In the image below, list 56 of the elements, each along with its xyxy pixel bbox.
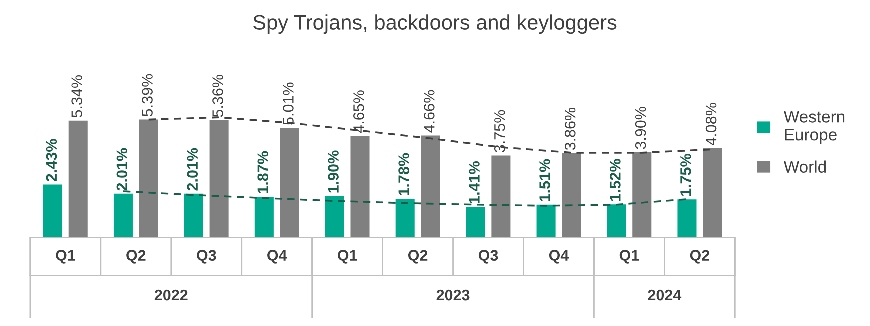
bar — [421, 136, 440, 238]
data-label: 1.87% — [258, 151, 269, 194]
x-tick-label: Q4 — [268, 250, 288, 264]
data-label: 3.90% — [635, 107, 646, 150]
bar — [280, 128, 300, 238]
bar — [678, 200, 697, 238]
text: 2023 — [436, 290, 470, 301]
x-tick-label: Q3 — [197, 250, 216, 264]
bar — [139, 120, 158, 238]
data-label: 5.34% — [72, 75, 82, 118]
data-label: 4.65% — [354, 90, 364, 134]
bar — [210, 120, 229, 238]
data-label: 5.36% — [212, 75, 224, 118]
x-tick-label: Q2 — [690, 250, 710, 264]
data-label: 5.01% — [283, 82, 294, 125]
bar — [254, 196, 274, 238]
bar — [536, 204, 556, 238]
data-label: 1.78% — [398, 153, 410, 196]
x-tick-label: Q3 — [478, 250, 498, 264]
x-tick-label: Q4 — [549, 250, 570, 264]
data-label: 1.75% — [680, 154, 692, 196]
text: 2024 — [648, 290, 682, 301]
bar — [43, 184, 63, 238]
x-tick-label: Q1 — [338, 250, 358, 264]
bar — [632, 152, 652, 238]
data-label: 2.43% — [46, 139, 58, 182]
text: 2022 — [154, 290, 188, 301]
bar — [325, 196, 344, 238]
x-tick-label: Q1 — [620, 250, 640, 264]
bar — [492, 156, 511, 238]
bar — [607, 204, 626, 238]
data-label: 1.41% — [469, 162, 480, 204]
x-tick-label: Q2 — [408, 250, 428, 264]
legend-label: Western Europe — [784, 111, 845, 144]
data-label: 5.39% — [142, 74, 153, 117]
bar — [703, 148, 722, 238]
data-label: 1.90% — [328, 150, 339, 193]
data-label: 4.08% — [706, 103, 717, 146]
bar — [350, 136, 370, 238]
bar — [68, 120, 88, 238]
bar — [466, 207, 486, 238]
data-label: 1.52% — [610, 159, 621, 202]
data-label: 3.75% — [494, 110, 506, 153]
bar — [562, 153, 582, 238]
x-tick-label: Q1 — [56, 250, 76, 264]
bar — [184, 194, 204, 238]
x-tick-label: Q2 — [126, 250, 146, 264]
data-label: 1.51% — [540, 159, 550, 202]
data-label: 4.66% — [424, 90, 435, 133]
legend-label: World — [784, 160, 826, 173]
bar — [114, 194, 133, 238]
chart-title: Spy Trojans, backdoors and keyloggers — [254, 14, 617, 34]
data-label: 2.01% — [116, 148, 128, 191]
data-label: 2.01% — [187, 148, 198, 191]
bar — [396, 198, 415, 238]
data-label: 3.86% — [564, 108, 576, 150]
